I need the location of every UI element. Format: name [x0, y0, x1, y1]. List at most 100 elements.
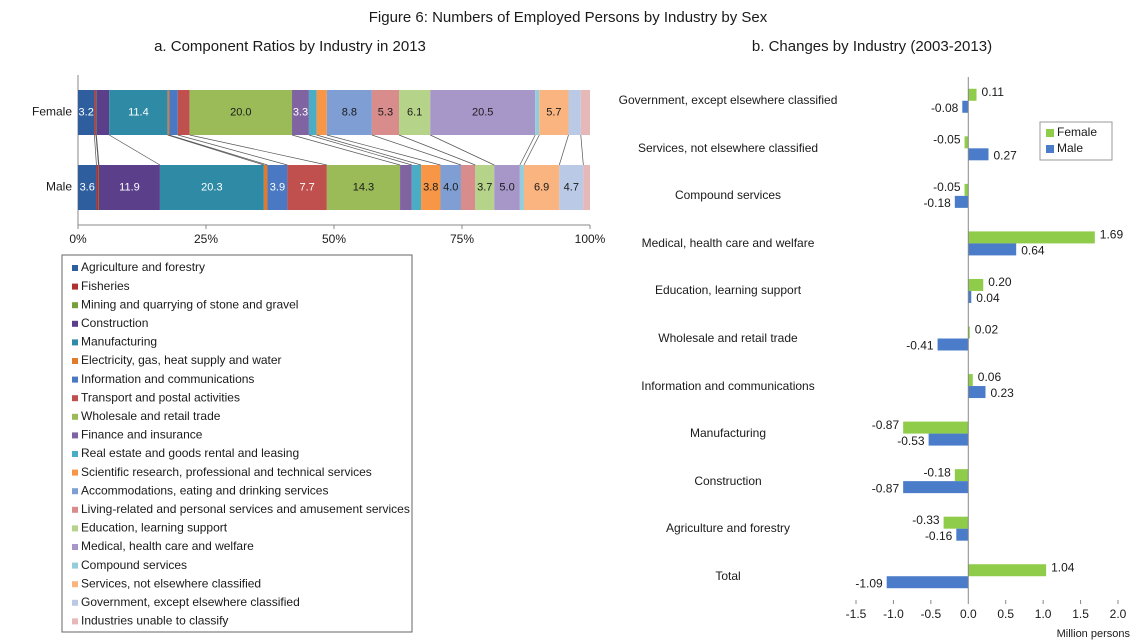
data-label: 0.11 [982, 85, 1005, 99]
data-label: -0.33 [912, 513, 940, 527]
connector [95, 134, 99, 166]
bar-segment [292, 90, 309, 135]
data-label: 0.04 [976, 291, 1000, 305]
bar [968, 243, 1017, 256]
connector [519, 134, 536, 166]
x-tick-label: 1.0 [1035, 607, 1052, 621]
legend-label: Manufacturing [81, 335, 157, 349]
data-label: -0.87 [872, 418, 900, 432]
bar-segment [440, 165, 461, 210]
legend-swatch [72, 320, 78, 327]
y-tick-label-box: Medical, health care and welfare [641, 235, 815, 250]
connector [109, 134, 161, 166]
bar [968, 290, 972, 303]
connector [558, 134, 569, 166]
data-label: 4.7 [564, 181, 579, 193]
y-tick-label-box: Agriculture and forestry [665, 521, 791, 536]
data-label: -0.16 [925, 529, 953, 543]
data-label: -0.41 [906, 339, 934, 353]
legend-label: Accommodations, eating and drinking serv… [81, 483, 328, 497]
legend-label: Agriculture and forestry [81, 260, 205, 274]
x-tick-label: 2.0 [1110, 607, 1127, 621]
y-tick-label: Services, not elsewhere classified [637, 140, 819, 155]
x-tick-label: 1.5 [1072, 607, 1089, 621]
y-tick-label-box: Construction [694, 474, 761, 488]
connector [169, 134, 268, 166]
y-tick-label-box: Education, learning support [654, 283, 802, 298]
bar-segment [583, 165, 590, 210]
y-tick-label: Government, except elsewhere classified [618, 93, 838, 108]
connector [94, 134, 97, 166]
bar-segment [94, 90, 96, 135]
y-tick-label-box: Manufacturing [690, 426, 766, 440]
bar-segment [559, 165, 584, 210]
bar-segment [189, 90, 293, 135]
x-tick-label: -1.5 [846, 607, 867, 621]
bar [937, 338, 969, 351]
bar [968, 326, 970, 339]
connector [371, 134, 462, 166]
legend-swatch [72, 618, 78, 625]
legend-swatch [72, 413, 78, 420]
legend-label: Government, except elsewhere classified [81, 595, 300, 609]
legend-label: Medical, health care and welfare [81, 539, 254, 553]
bar-segment [568, 90, 581, 135]
y-tick-label: Education, learning support [654, 283, 802, 298]
connector [430, 134, 495, 166]
legend-swatch [72, 302, 78, 309]
data-label: 3.6 [80, 181, 95, 193]
legend-swatch [72, 562, 78, 569]
data-label: 11.9 [119, 181, 140, 193]
y-tick-label: Agriculture and forestry [665, 521, 791, 536]
legend-swatch [72, 488, 78, 495]
bar [954, 195, 969, 208]
data-label: 3.8 [423, 181, 438, 193]
x-tick-label: 0.5 [997, 607, 1014, 621]
y-tick-label: Information and communications [641, 378, 815, 393]
connector [189, 134, 327, 166]
x-tick-label: 0.0 [960, 607, 977, 621]
connector [96, 134, 100, 166]
bar [968, 386, 986, 399]
connector [326, 134, 441, 166]
connector [308, 134, 412, 166]
data-label: -0.18 [923, 196, 951, 210]
connector [177, 134, 288, 166]
x-tick-label: 0% [69, 232, 87, 246]
y-tick-label: Male [46, 180, 72, 194]
legend-box [1039, 121, 1113, 161]
legend-swatch [1046, 129, 1054, 137]
data-label: 0.27 [993, 148, 1017, 162]
data-label: 3.2 [79, 106, 94, 118]
legend-swatch [72, 581, 78, 588]
data-label: -1.09 [855, 576, 883, 590]
bar-segment [177, 90, 190, 135]
bar-segment [523, 165, 560, 210]
bar [943, 516, 969, 529]
bar [903, 421, 969, 434]
legend-swatch [72, 525, 78, 532]
figure-title: Figure 6: Numbers of Employed Persons by… [369, 9, 768, 26]
bar-segment [400, 165, 412, 210]
y-tick-label-box: Compound services [675, 188, 781, 202]
connector [398, 134, 476, 166]
y-tick-label: Wholesale and retail trade [658, 330, 798, 345]
bar-segment [95, 90, 97, 135]
data-label: 7.7 [299, 181, 314, 193]
data-label: 20.3 [201, 181, 222, 193]
legend-label: Services, not elsewhere classified [81, 576, 261, 590]
bar-segment [326, 165, 401, 210]
data-label: -0.05 [933, 132, 961, 146]
legend-label: Real estate and goods rental and leasing [81, 446, 299, 460]
bar-segment [399, 90, 431, 135]
data-label: 1.04 [1051, 560, 1075, 574]
y-tick-label: Total [715, 568, 741, 583]
legend-swatch [72, 469, 78, 476]
legend-label: Male [1057, 141, 1083, 155]
bar-segment [159, 165, 264, 210]
y-tick-label-box: Wholesale and retail trade [658, 330, 798, 345]
legend-label: Information and communications [81, 372, 254, 386]
data-label: 4.0 [443, 181, 458, 193]
y-tick-label: Medical, health care and welfare [641, 235, 815, 250]
